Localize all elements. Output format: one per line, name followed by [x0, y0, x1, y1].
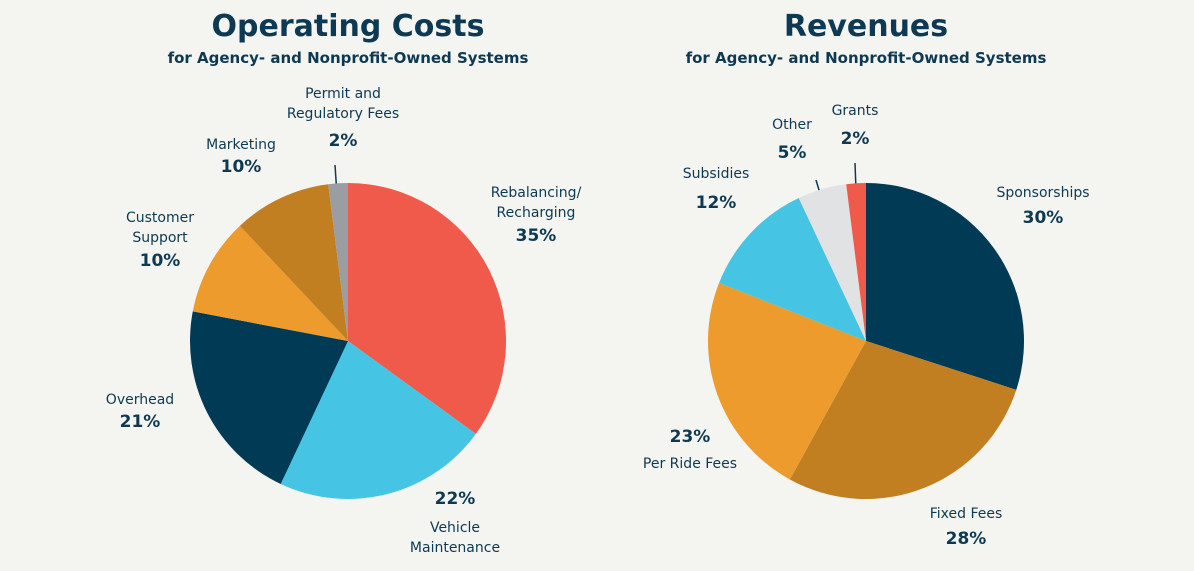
- slice-label: Fixed Fees: [930, 506, 1003, 522]
- pie-slice: [866, 183, 1024, 390]
- value-label: 28%: [946, 529, 987, 549]
- slice-label: Rebalancing/Recharging: [491, 185, 582, 221]
- pie-slice: [789, 341, 1017, 499]
- value-label: 2%: [841, 129, 870, 149]
- pie-slice: [348, 183, 507, 434]
- slice-label: Permit and Regulatory Fees: [287, 86, 399, 122]
- chart-subtitle: for Agency- and Nonprofit-Owned Systems: [686, 49, 1047, 67]
- pie-slice: [190, 311, 348, 484]
- value-label: 12%: [696, 193, 737, 213]
- slice-label: Per Ride Fees: [643, 456, 737, 472]
- slice-label: Marketing: [206, 137, 276, 153]
- pie-slice: [846, 183, 866, 341]
- value-label: 23%: [670, 427, 711, 447]
- pie-slice: [192, 225, 348, 341]
- value-label: 21%: [120, 412, 161, 432]
- pie-slice: [239, 184, 348, 341]
- chart-title: Revenues: [784, 9, 948, 44]
- chart-title: Operating Costs: [212, 9, 485, 44]
- pie-slice: [798, 184, 866, 341]
- value-label: 10%: [221, 157, 262, 177]
- pie-slice: [280, 341, 476, 499]
- pie-slice: [708, 282, 866, 480]
- slice-label: Vehicle Maintenance: [410, 520, 500, 556]
- value-label: 5%: [778, 143, 807, 163]
- pie-slice: [719, 198, 866, 341]
- slice-label: Overhead: [106, 392, 174, 408]
- value-label: 30%: [1023, 208, 1064, 228]
- value-label: 10%: [140, 251, 181, 271]
- value-label: 2%: [329, 131, 358, 151]
- slice-label: Grants: [832, 103, 879, 119]
- slice-label: Subsidies: [683, 166, 750, 182]
- chart-subtitle: for Agency- and Nonprofit-Owned Systems: [168, 49, 529, 67]
- value-label: 35%: [516, 226, 557, 246]
- pie-slice: [328, 183, 348, 341]
- slice-label: Customer Support: [126, 210, 194, 246]
- value-label: 22%: [435, 489, 476, 509]
- slice-label: Sponsorships: [996, 185, 1089, 201]
- slice-label: Other: [772, 117, 812, 133]
